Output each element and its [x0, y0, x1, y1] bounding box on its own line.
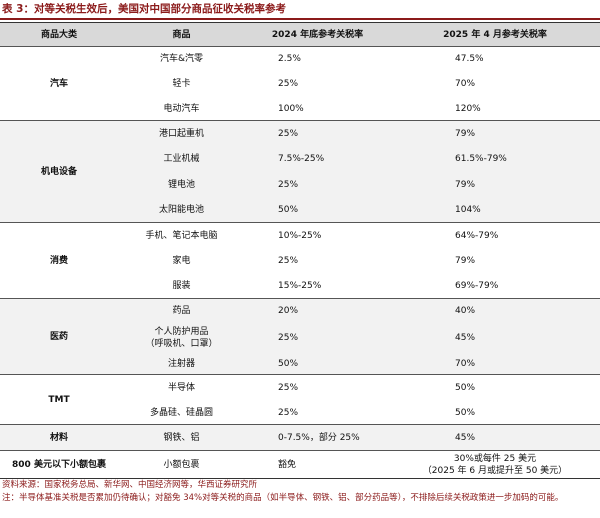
rate-2025-cell: 104% [455, 205, 481, 216]
product-cell: 个人防护用品 （呼吸机、口罩） [118, 323, 245, 353]
rate-2024-cell: 25% [278, 333, 299, 343]
product-cell: 服装 [172, 281, 191, 292]
product-cell: 小额包裹 [163, 460, 200, 470]
product-cell: 工业机械 [163, 154, 200, 165]
rate-2024-cell: 25% [278, 255, 299, 266]
rate-2024-cell: 50% [278, 359, 299, 369]
rate-2024-cell: 7.5%-25% [278, 154, 325, 165]
rate-2025-cell: 50% [455, 407, 476, 418]
category-cell: TMT [48, 395, 70, 405]
header-cell: 商品 [172, 30, 191, 40]
rate-2024-cell: 2.5% [278, 54, 301, 65]
rate-2025-cell: 64%-79% [455, 230, 499, 241]
header-cell: 商品大类 [40, 30, 77, 40]
notes: 资料来源：国家税务总局、新华网、中国经济网等，华西证券研究所注：半导体基准关税是… [2, 479, 598, 504]
note: 资料来源：国家税务总局、新华网、中国经济网等，华西证券研究所 [2, 480, 258, 490]
rate-2024-cell: 100% [278, 103, 304, 114]
category-cell: 汽车 [49, 79, 68, 89]
product-cell: 轻卡 [172, 79, 191, 90]
product-cell: 家电 [172, 255, 191, 266]
table-group: 材料 钢铁、铝 0-7.5%，部分 25% 45% [0, 424, 600, 450]
rate-2025-cell: 79% [455, 255, 476, 266]
cell-line: 30%或每件 25 美元 [453, 454, 537, 464]
rate-2025-cell: 45% [455, 433, 476, 443]
product-cell: 锂电池 [167, 179, 195, 190]
product-cell: 钢铁、铝 [163, 433, 200, 443]
product-cell: 药品 [172, 306, 191, 316]
table-group: 机电设备 港口起重机 25% 79% 工业机械 7.5%-25% 61.5%-79% 锂电池 2… [0, 120, 600, 222]
product-cell: 港口起重机 [158, 128, 204, 139]
cell-line: （2025 年 6 月或提升至 50 美元） [422, 466, 568, 476]
rate-2025-cell: 79% [455, 128, 476, 139]
table-group: 医药 药品 20% 40% 个人防护用品 （呼吸机、口罩） 25% 45% 注射器 50% 70% [0, 298, 600, 374]
header-row: 商品大类 商品 2024 年底参考关税率 2025 年 4 月参考关税率 [0, 22, 600, 47]
table-group: 汽车 汽车&汽零 2.5% 47.5% 轻卡 25% 70% 电动汽车 100% 120% [0, 46, 600, 120]
rate-2024-cell: 豁免 [278, 460, 297, 470]
rate-2024-cell: 10%-25% [278, 230, 322, 241]
rate-2024-cell: 50% [278, 205, 299, 216]
table-group: 800 美元以下小额包裹 小额包裹 豁免 30%或每件 25 美元 （2025 年 6 … [0, 450, 600, 478]
rate-2024-cell: 25% [278, 79, 299, 90]
rate-2024-cell: 25% [278, 179, 299, 190]
table-group: 消费 手机、笔记本电脑 10%-25% 64%-79% 家电 25% 79% 服装 15%-25… [0, 222, 600, 298]
rate-2025-cell: 30%或每件 25 美元 （2025 年 6 月或提升至 50 美元） [390, 451, 600, 479]
rate-2024-cell: 15%-25% [278, 281, 322, 292]
rate-2024-cell: 20% [278, 306, 299, 316]
cell-line: 个人防护用品 [154, 327, 209, 337]
title-rule [0, 18, 600, 20]
product-cell: 多晶硅、硅晶圆 [149, 407, 213, 418]
rate-2025-cell: 70% [455, 79, 476, 90]
product-cell: 电动汽车 [163, 103, 200, 114]
rate-2024-cell: 25% [278, 382, 299, 393]
rate-2024-cell: 25% [278, 407, 299, 418]
header-cell: 2025 年 4 月参考关税率 [443, 30, 547, 40]
rate-2025-cell: 40% [455, 306, 476, 316]
cell-line: （呼吸机、口罩） [145, 339, 218, 349]
rate-2025-cell: 61.5%-79% [455, 154, 507, 165]
category-cell: 800 美元以下小额包裹 [12, 460, 106, 470]
note: 注：半导体基准关税是否累加仍待确认；对豁免 34%对等关税的商品（如半导体、钢铁… [2, 492, 564, 503]
header-cell: 2024 年底参考关税率 [271, 30, 364, 40]
product-cell: 手机、笔记本电脑 [145, 230, 218, 241]
category-cell: 医药 [49, 332, 68, 342]
category-cell: 材料 [49, 433, 68, 443]
rate-2025-cell: 120% [455, 103, 481, 114]
product-cell: 注射器 [167, 359, 195, 369]
category-cell: 机电设备 [40, 167, 77, 177]
table-bottom-rule [0, 478, 600, 479]
product-cell: 半导体 [167, 382, 195, 393]
rate-2024-cell: 25% [278, 128, 299, 139]
rate-2025-cell: 79% [455, 179, 476, 190]
rate-2025-cell: 50% [455, 382, 476, 393]
rate-2025-cell: 45% [455, 333, 476, 343]
rate-2025-cell: 47.5% [455, 54, 484, 65]
rate-2025-cell: 70% [455, 359, 476, 369]
category-cell: 消费 [49, 256, 68, 266]
product-cell: 汽车&汽零 [159, 54, 204, 65]
rate-2024-cell: 0-7.5%，部分 25% [278, 433, 360, 443]
product-cell: 太阳能电池 [158, 205, 204, 216]
rate-2025-cell: 69%-79% [455, 281, 499, 292]
table-title: 表 3：对等关税生效后，美国对中国部分商品征收关税率参考 [2, 3, 286, 15]
table-group: TMT 半导体 25% 50% 多晶硅、硅晶圆 25% 50% [0, 374, 600, 424]
